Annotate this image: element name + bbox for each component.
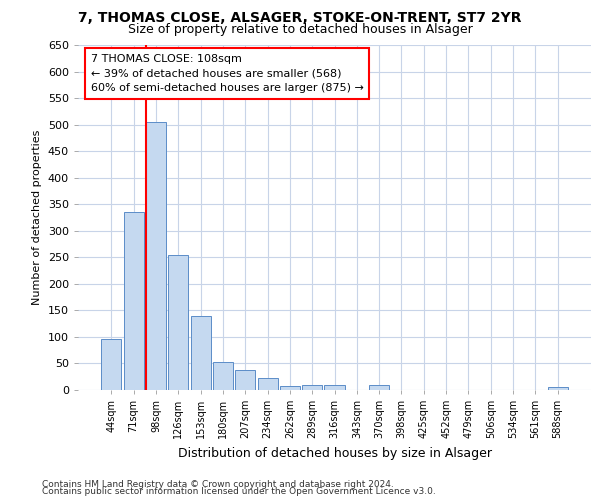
- Text: Contains public sector information licensed under the Open Government Licence v3: Contains public sector information licen…: [42, 487, 436, 496]
- Text: Contains HM Land Registry data © Crown copyright and database right 2024.: Contains HM Land Registry data © Crown c…: [42, 480, 394, 489]
- Y-axis label: Number of detached properties: Number of detached properties: [32, 130, 42, 305]
- Bar: [257, 378, 278, 390]
- Text: 7 THOMAS CLOSE: 108sqm
← 39% of detached houses are smaller (568)
60% of semi-de: 7 THOMAS CLOSE: 108sqm ← 39% of detached…: [91, 54, 364, 93]
- Bar: [191, 316, 211, 390]
- Bar: [168, 254, 188, 390]
- Bar: [548, 388, 568, 390]
- Bar: [302, 384, 322, 390]
- Bar: [235, 370, 255, 390]
- Text: Size of property relative to detached houses in Alsager: Size of property relative to detached ho…: [128, 22, 472, 36]
- Bar: [124, 212, 144, 390]
- Bar: [325, 384, 344, 390]
- Bar: [213, 362, 233, 390]
- Bar: [101, 338, 121, 390]
- X-axis label: Distribution of detached houses by size in Alsager: Distribution of detached houses by size …: [178, 446, 491, 460]
- Bar: [146, 122, 166, 390]
- Bar: [280, 386, 300, 390]
- Bar: [369, 384, 389, 390]
- Text: 7, THOMAS CLOSE, ALSAGER, STOKE-ON-TRENT, ST7 2YR: 7, THOMAS CLOSE, ALSAGER, STOKE-ON-TRENT…: [78, 11, 522, 25]
